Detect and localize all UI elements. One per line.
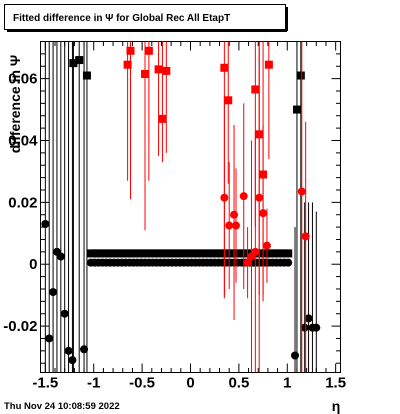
y-tick-label: 0.06: [8, 71, 37, 88]
data-point-circle: [297, 187, 306, 196]
data-point-circle: [301, 232, 310, 241]
x-tick-label: 1: [283, 375, 291, 392]
data-point-square: [126, 46, 135, 55]
x-tick-label: -1: [87, 375, 100, 392]
title-box-frame: [4, 4, 286, 30]
data-point-circle: [60, 309, 69, 318]
data-point-circle: [225, 221, 234, 230]
data-point-square: [154, 65, 163, 74]
x-axis-title: η: [332, 398, 341, 414]
data-point-circle: [300, 323, 309, 332]
data-point-circle: [284, 258, 293, 267]
data-point-square: [69, 59, 78, 68]
y-tick-label: 0.04: [8, 132, 38, 149]
data-point-square: [292, 105, 301, 114]
data-point-square: [251, 85, 260, 94]
x-tick-label: -0.5: [129, 375, 155, 392]
x-tick-label: -1.5: [32, 375, 58, 392]
data-point-square: [141, 69, 150, 78]
data-marks: [41, 41, 321, 373]
data-point-square: [224, 96, 233, 105]
data-point-circle: [239, 192, 248, 201]
data-point-square: [158, 114, 167, 123]
data-point-circle: [255, 193, 264, 202]
data-point-circle: [230, 210, 239, 219]
data-point-square: [296, 71, 305, 80]
data-point-square: [162, 66, 171, 75]
data-point-square: [75, 56, 84, 65]
data-point-circle: [68, 356, 77, 365]
data-point-square: [220, 63, 229, 72]
data-point-square: [82, 71, 91, 80]
data-point-circle: [231, 221, 240, 230]
y-tick-label: -0.02: [3, 318, 37, 335]
series-0: [69, 41, 305, 373]
axes: -1.5 -1 -0.5 0 0.5 1 1.5 -0.02 0 0.02 0.04 0.06: [3, 41, 346, 392]
y-tick-label: 0.02: [8, 194, 37, 211]
data-point-circle: [80, 345, 89, 354]
data-point-circle: [64, 346, 73, 355]
data-point-circle: [243, 258, 252, 267]
chart-title: Fitted difference in Ψ for Global Rec Al…: [13, 13, 230, 24]
data-point-circle: [56, 252, 65, 261]
data-point-circle: [312, 323, 321, 332]
series-3: [220, 41, 310, 373]
data-point-square: [144, 46, 153, 55]
x-tick-label: 0: [186, 375, 194, 392]
data-point-square: [123, 60, 132, 69]
x-tick-label: 1.5: [325, 375, 346, 392]
data-point-square: [284, 249, 293, 258]
data-point-circle: [45, 334, 54, 343]
data-point-circle: [220, 193, 229, 202]
data-point-circle: [49, 288, 58, 297]
timestamp: Thu Nov 24 10:08:59 2022: [4, 401, 120, 412]
y-tick-label: 0: [29, 256, 37, 273]
data-point-circle: [259, 209, 268, 218]
data-point-circle: [41, 220, 50, 229]
data-point-circle: [291, 351, 300, 360]
x-tick-label: 0.5: [228, 375, 249, 392]
data-point-circle: [251, 247, 260, 256]
y-axis-title: difference in Ψ: [7, 55, 23, 153]
data-point-circle: [262, 241, 271, 250]
data-point-circle: [304, 314, 313, 323]
data-point-square: [264, 60, 273, 69]
chart-title-box: Fitted difference in Ψ for Global Rec Al…: [4, 4, 288, 32]
